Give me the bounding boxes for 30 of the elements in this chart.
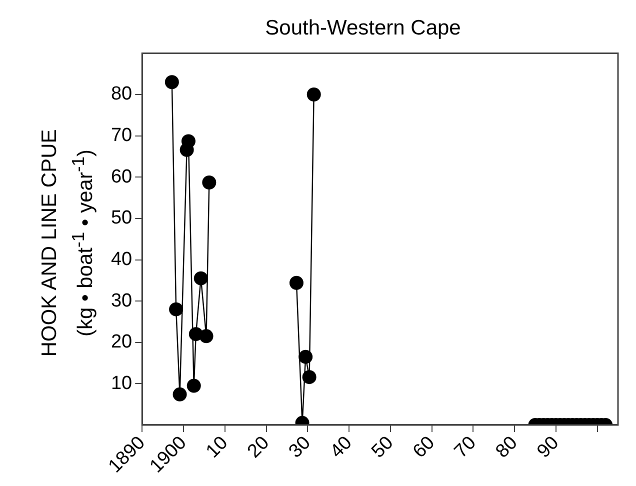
x-tick-label: 60	[409, 432, 440, 462]
y-tick-label: 60	[110, 166, 132, 188]
point	[306, 88, 321, 102]
y-tick-label: 50	[110, 208, 132, 229]
point	[164, 75, 179, 90]
y-tick-label: 40	[110, 248, 132, 270]
x-tick-label: 70	[450, 432, 480, 462]
point	[194, 271, 208, 286]
point	[169, 302, 184, 316]
point	[199, 329, 214, 344]
x-tick-label: 20	[244, 432, 274, 462]
x-tick-label: 30	[285, 432, 315, 462]
y-tick-label: 10	[110, 372, 132, 394]
point	[302, 370, 316, 384]
point	[172, 387, 187, 402]
x-tick-label: 80	[492, 432, 522, 462]
point	[298, 350, 313, 364]
y-tick-label: 70	[110, 125, 132, 146]
y-tick-label: 20	[110, 332, 132, 353]
x-tick-label: 90	[533, 432, 564, 462]
point	[186, 378, 201, 393]
x-tick-label: 10	[202, 432, 232, 462]
point	[289, 276, 304, 290]
y-tick-label: 80	[110, 84, 132, 105]
chart-title: South-Western Cape	[265, 16, 461, 40]
point	[202, 176, 216, 190]
y-tick-label: 30	[110, 290, 132, 312]
point	[181, 134, 196, 148]
x-tick-label: 50	[368, 432, 398, 462]
x-tick-label: 40	[326, 432, 356, 462]
